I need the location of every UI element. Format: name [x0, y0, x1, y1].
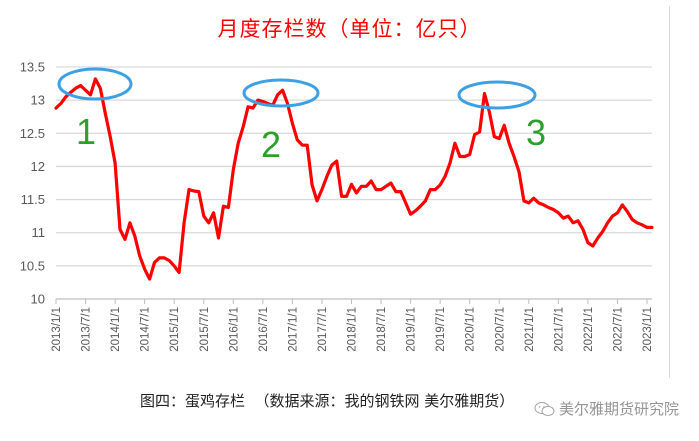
x-tick-label: 2017/1/1 — [287, 307, 299, 352]
x-tick-label: 2015/1/1 — [169, 307, 181, 352]
x-tick-label: 2021/7/1 — [553, 307, 565, 352]
chart-frame-border — [669, 6, 670, 378]
x-axis: 2013/1/1 2013/7/1 2014/1/1 2014/7/1 2015/1/1… — [51, 298, 654, 352]
x-tick-label: 2021/1/1 — [524, 307, 536, 352]
x-tick-label: 2015/7/1 — [199, 307, 211, 352]
x-tick-label: 2018/1/1 — [347, 307, 359, 352]
x-tick-label: 2014/7/1 — [140, 307, 152, 352]
x-tick-label: 2023/1/1 — [642, 307, 654, 352]
figure-caption: 图四：蛋鸡存栏 （数据来源：我的钢铁网 美尔雅期货） — [140, 392, 515, 410]
annotation-number-1: 1 — [76, 111, 96, 152]
x-tick-label: 2019/7/1 — [435, 307, 447, 352]
y-tick-label: 12.5 — [20, 126, 45, 141]
y-tick-label: 10.5 — [20, 258, 45, 273]
annotation-ellipse-3 — [457, 80, 537, 110]
y-tick-label: 11 — [32, 225, 46, 240]
y-axis: 10 10.5 11 11.5 12 12.5 13 13.5 — [20, 60, 45, 307]
x-tick-label: 2016/1/1 — [228, 307, 240, 352]
watermark-text: 美尔雅期货研究院 — [559, 400, 680, 418]
annotation-ellipse-2 — [242, 78, 320, 108]
y-tick-label: 13 — [31, 93, 45, 108]
annotation-number-3: 3 — [526, 112, 546, 153]
wechat-icon — [534, 401, 555, 416]
chart-title: 月度存栏数（单位：亿只） — [217, 17, 482, 41]
x-tick-label: 2016/7/1 — [258, 307, 270, 352]
annotation-number-2: 2 — [261, 124, 281, 165]
peak-annotations: 1 2 3 — [57, 67, 546, 165]
data-series-line — [54, 77, 654, 281]
x-tick-label: 2020/7/1 — [494, 307, 506, 352]
x-tick-label: 2013/1/1 — [51, 307, 63, 352]
x-tick-label: 2019/1/1 — [406, 307, 418, 352]
gridlines — [56, 66, 652, 267]
y-tick-label: 13.5 — [20, 60, 45, 75]
x-tick-label: 2013/7/1 — [81, 307, 93, 352]
watermark: 美尔雅期货研究院 — [534, 398, 679, 419]
annotation-ellipse-1 — [57, 67, 133, 101]
x-tick-label: 2014/1/1 — [110, 307, 122, 352]
x-tick-label: 2017/7/1 — [317, 307, 329, 352]
y-tick-label: 11.5 — [21, 192, 45, 207]
x-tick-label: 2022/7/1 — [612, 307, 624, 352]
x-tick-label: 2020/1/1 — [465, 307, 477, 352]
x-tick-label: 2018/7/1 — [376, 307, 388, 352]
x-tick-label: 2022/1/1 — [583, 307, 595, 352]
y-tick-label: 10 — [31, 292, 45, 307]
y-tick-label: 12 — [31, 159, 45, 174]
